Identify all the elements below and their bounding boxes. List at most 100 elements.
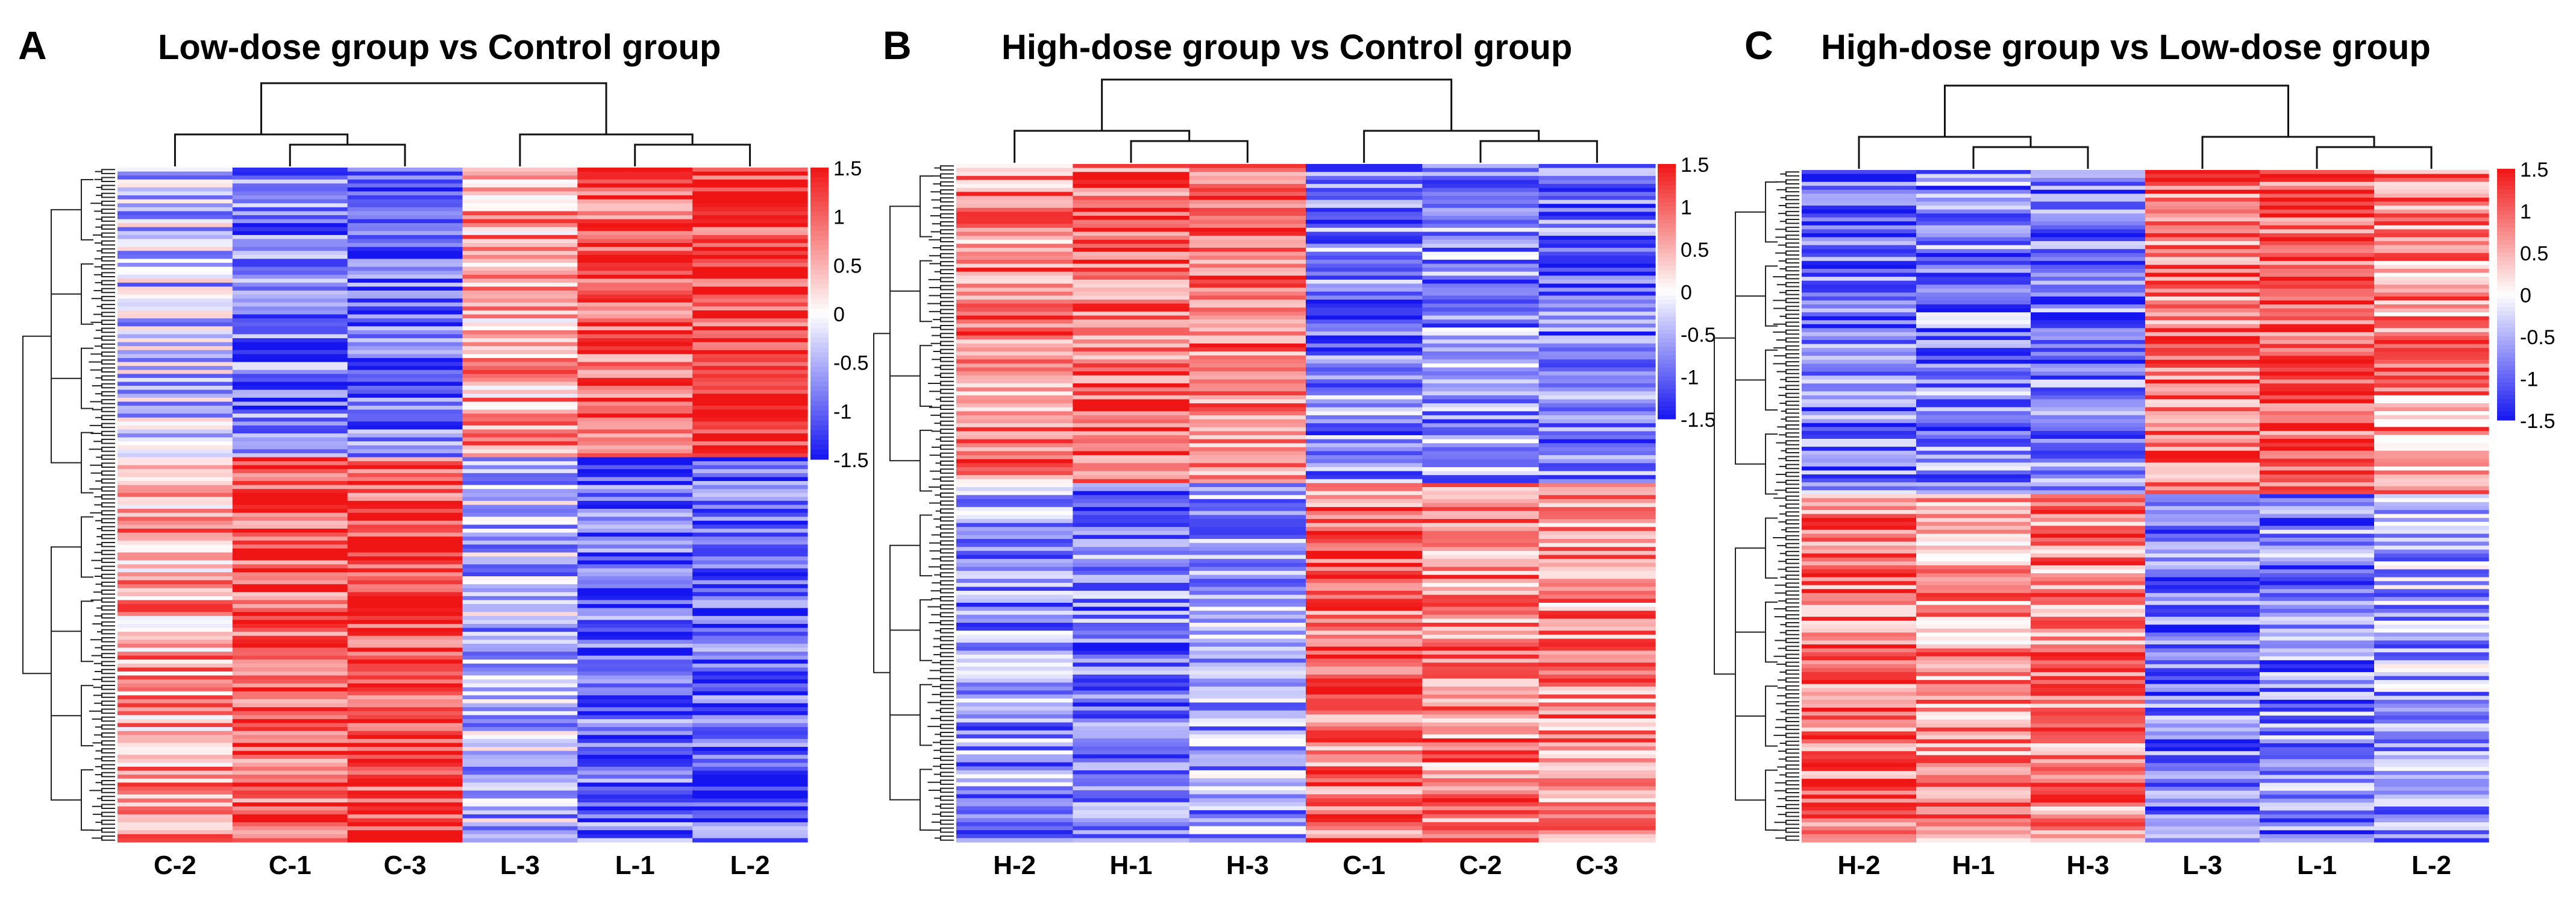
heatmap-cell <box>2145 312 2260 317</box>
heatmap-cell <box>1802 577 1917 582</box>
heatmap-cell <box>1422 263 1540 268</box>
legend-swatch <box>1658 274 1676 279</box>
heatmap-cell <box>118 481 233 486</box>
legend-swatch <box>1658 342 1676 347</box>
heatmap-cell <box>1538 818 1656 823</box>
heatmap-cell <box>2260 245 2375 250</box>
heatmap-cell <box>347 830 463 835</box>
heatmap-cell <box>1306 547 1423 552</box>
heatmap-cell <box>577 524 693 529</box>
heatmap-cell <box>1189 491 1306 496</box>
heatmap-cell <box>118 357 233 363</box>
heatmap-cell <box>1916 241 2031 246</box>
heatmap-cell <box>1306 706 1423 711</box>
heatmap-cell <box>1802 237 1917 242</box>
legend-swatch <box>1658 278 1676 283</box>
heatmap-cell <box>347 679 463 684</box>
heatmap-cell <box>1189 762 1306 767</box>
heatmap-cell <box>2260 423 2375 427</box>
legend-swatch <box>2497 395 2515 400</box>
heatmap-cell <box>2260 395 2375 400</box>
heatmap-cell <box>1073 511 1190 515</box>
dendrogram-branch <box>929 285 954 291</box>
heatmap-cell <box>692 540 808 545</box>
heatmap-cell <box>118 302 233 307</box>
heatmap-cell <box>577 211 693 216</box>
heatmap-cell <box>2260 770 2375 776</box>
legend-swatch <box>1658 304 1676 309</box>
heatmap-cell <box>692 675 808 680</box>
heatmap-cell <box>1802 201 1917 206</box>
heatmap-cell <box>1306 311 1423 316</box>
heatmap-cell <box>1189 283 1306 288</box>
legend-swatch <box>810 206 829 212</box>
heatmap-cell <box>1802 818 1917 823</box>
heatmap-cell <box>1916 660 2031 665</box>
heatmap-cell <box>956 547 1073 552</box>
heatmap-cell <box>1538 411 1656 416</box>
legend-swatch <box>810 245 829 251</box>
heatmap-cell <box>2374 529 2489 535</box>
heatmap-cell <box>1538 395 1656 400</box>
heatmap-cell <box>577 469 693 474</box>
heatmap-cell <box>956 431 1073 436</box>
heatmap-cell <box>1538 467 1656 472</box>
heatmap-cell <box>1538 626 1656 631</box>
heatmap-cell <box>1073 407 1190 412</box>
heatmap-cell <box>956 403 1073 408</box>
heatmap-cell <box>2031 787 2146 791</box>
heatmap-cell <box>2374 680 2489 685</box>
heatmap-cell <box>1306 530 1423 536</box>
heatmap-cell <box>2374 178 2489 183</box>
heatmap-cell <box>1306 371 1423 376</box>
heatmap-cell <box>1538 567 1656 571</box>
heatmap-cell <box>118 234 233 240</box>
legend-swatch <box>1658 380 1676 386</box>
heatmap-cell <box>2374 755 2489 760</box>
heatmap-cell <box>1802 814 1917 819</box>
heatmap-cell <box>118 338 233 343</box>
heatmap-cell <box>2374 625 2489 629</box>
heatmap-cell <box>956 359 1073 364</box>
heatmap-cell <box>462 699 578 704</box>
heatmap-cell <box>1538 666 1656 672</box>
heatmap-cell <box>2374 399 2489 404</box>
heatmap-cell <box>118 306 233 311</box>
heatmap-cell <box>1916 292 2031 297</box>
heatmap-cell <box>1422 690 1540 695</box>
heatmap-cell <box>1538 359 1656 364</box>
heatmap-cell <box>1422 275 1540 280</box>
heatmap-cell <box>1189 403 1306 408</box>
heatmap-cell <box>1073 327 1190 332</box>
heatmap-cell <box>1422 758 1540 763</box>
heatmap-cell <box>2031 656 2146 661</box>
heatmap-cell <box>692 647 808 652</box>
heatmap-cell <box>2260 324 2375 329</box>
heatmap-cell <box>2260 348 2375 353</box>
heatmap-cell <box>577 441 693 446</box>
heatmap-cell <box>2145 533 2260 538</box>
heatmap-cell <box>2260 356 2375 360</box>
heatmap-cell <box>118 314 233 319</box>
heatmap-cell <box>118 294 233 299</box>
heatmap-cell <box>2145 537 2260 543</box>
heatmap-cell <box>1306 499 1423 504</box>
heatmap-cell <box>347 457 463 462</box>
heatmap-cell <box>2145 518 2260 523</box>
heatmap-cell <box>2145 585 2260 590</box>
heatmap-cell <box>577 640 693 644</box>
heatmap-cell <box>462 251 578 256</box>
heatmap-cell <box>956 638 1073 643</box>
heatmap-cell <box>1802 430 1917 436</box>
heatmap-cell <box>232 818 348 823</box>
heatmap-cell <box>1538 487 1656 492</box>
heatmap-cell <box>2260 336 2375 341</box>
heatmap-cell <box>2374 727 2489 732</box>
heatmap-cell <box>2260 233 2375 238</box>
heatmap-cell <box>1422 527 1540 532</box>
heatmap-cell <box>118 191 233 196</box>
heatmap-cell <box>232 600 348 605</box>
heatmap-cell <box>2145 280 2260 285</box>
heatmap-cell <box>2145 340 2260 345</box>
dendrogram-branch <box>931 556 954 562</box>
